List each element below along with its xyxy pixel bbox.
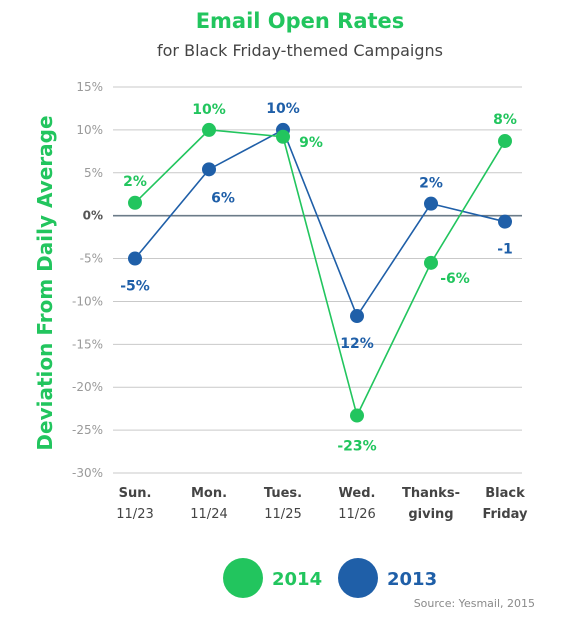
y-tick-label: -30% [72,466,103,480]
y-axis-label: Deviation From Daily Average [33,115,57,450]
x-category-line2: 11/23 [116,507,153,522]
data-point-2013 [350,309,364,324]
data-point-2014 [350,408,364,423]
data-point-2013 [202,162,216,177]
data-point-2014 [202,122,216,137]
data-point-2014 [498,134,512,149]
y-tick-label: -25% [72,423,103,437]
data-label-2014: 2% [123,174,147,190]
y-tick-label: -10% [72,294,103,308]
x-category-line2: 11/26 [338,507,375,522]
data-label-2013: -1 [497,242,513,258]
data-label-2014: -23% [337,439,376,455]
data-label-2014: 8% [493,112,517,128]
data-point-2014 [276,129,290,144]
data-label-2014: -6% [440,271,470,287]
legend-marker-2014 [223,558,263,598]
y-tick-label: 0% [83,209,103,223]
data-label-2014: 9% [299,135,323,151]
data-labels: -5% 6% 10% 12% 2% -1 2% 10% 9% -23% -6% 8% [120,101,517,455]
data-label-2013: -5% [120,279,150,295]
legend: 2014 2013 [223,558,437,598]
x-category-line2: 11/24 [190,507,227,522]
source-note: Source: Yesmail, 2015 [414,597,535,610]
y-tick-label: -5% [80,252,103,266]
x-category-line1: Mon. [191,486,227,501]
series-points [128,122,512,423]
data-point-2013 [424,196,438,211]
data-label-2014: 10% [192,102,226,118]
chart-title: Email Open Rates [196,9,405,33]
data-label-2013: 2% [419,176,443,192]
x-category-line1: Wed. [339,486,376,501]
x-category-line1: Tues. [264,486,302,501]
series-lines [134,128,506,418]
legend-label-2014: 2014 [272,569,322,590]
data-point-2014 [424,255,438,270]
x-categories: Sun. 11/23 Mon. 11/24 Tues. 11/25 Wed. 11/26 Tha… [116,486,528,522]
series-line-2014 [134,129,506,418]
grid [113,86,522,474]
y-tick-label: 10% [76,123,103,137]
x-category-line2: giving [408,507,453,522]
y-tick-label: -20% [72,380,103,394]
data-label-2013: 6% [211,190,235,206]
y-tick-label: 5% [84,166,103,180]
data-point-2014 [128,195,142,210]
chart-subtitle: for Black Friday-themed Campaigns [157,41,443,60]
data-point-2013 [498,214,512,229]
x-category-line1: Thanks- [402,486,460,501]
x-category-line1: Black [485,486,525,501]
y-ticks: 15% 10% 5% 0% -5% -10% -15% -20% -25% -30% [72,80,103,480]
data-label-2013: 12% [340,336,374,352]
x-category-line2: Friday [482,507,528,522]
x-category-line1: Sun. [119,486,152,501]
x-category-line2: 11/25 [264,507,301,522]
y-tick-label: 15% [76,80,103,94]
series-line-2013 [134,128,506,318]
data-point-2013 [128,251,142,266]
y-tick-label: -15% [72,337,103,351]
data-label-2013: 10% [266,101,300,117]
legend-marker-2013 [338,558,378,598]
legend-label-2013: 2013 [387,569,437,590]
